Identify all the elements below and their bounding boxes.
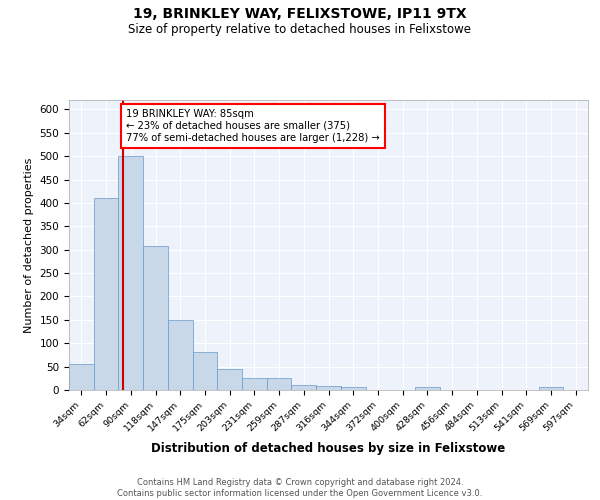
Bar — [168, 320, 193, 390]
Bar — [94, 198, 118, 390]
Bar — [341, 386, 365, 390]
Bar — [316, 386, 341, 390]
Bar — [69, 364, 94, 390]
Bar — [292, 385, 316, 390]
Bar — [415, 387, 440, 390]
Bar — [217, 369, 242, 390]
Text: 19 BRINKLEY WAY: 85sqm
← 23% of detached houses are smaller (375)
77% of semi-de: 19 BRINKLEY WAY: 85sqm ← 23% of detached… — [127, 110, 380, 142]
Text: 19, BRINKLEY WAY, FELIXSTOWE, IP11 9TX: 19, BRINKLEY WAY, FELIXSTOWE, IP11 9TX — [133, 8, 467, 22]
Bar — [193, 352, 217, 390]
X-axis label: Distribution of detached houses by size in Felixstowe: Distribution of detached houses by size … — [151, 442, 506, 454]
Text: Contains HM Land Registry data © Crown copyright and database right 2024.
Contai: Contains HM Land Registry data © Crown c… — [118, 478, 482, 498]
Bar — [118, 156, 143, 390]
Bar — [242, 378, 267, 390]
Text: Size of property relative to detached houses in Felixstowe: Size of property relative to detached ho… — [128, 22, 472, 36]
Bar — [539, 387, 563, 390]
Bar — [143, 246, 168, 390]
Bar — [267, 378, 292, 390]
Y-axis label: Number of detached properties: Number of detached properties — [24, 158, 34, 332]
